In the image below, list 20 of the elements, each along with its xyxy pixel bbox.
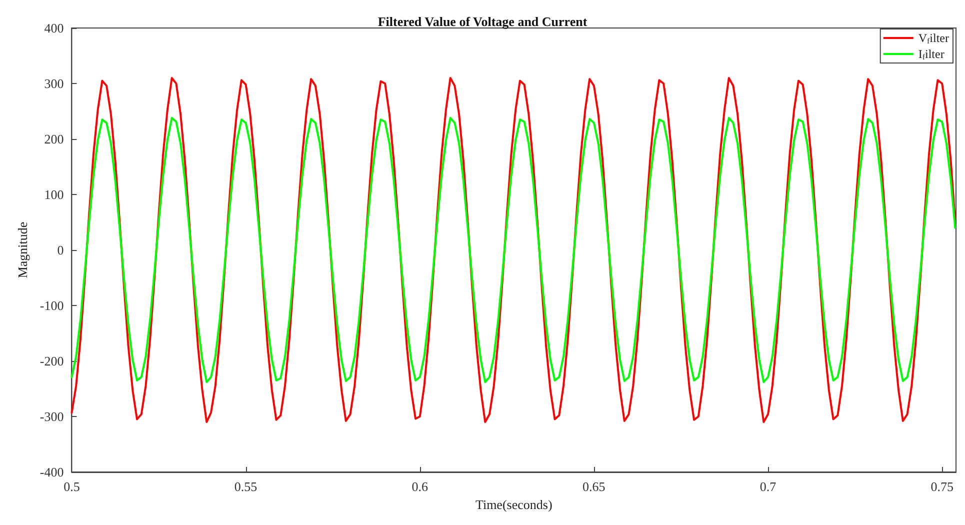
x-axis-title: Time(seconds)	[475, 496, 552, 512]
line-series	[70, 76, 956, 424]
x-tick-label: 0.5	[64, 479, 80, 494]
line-series	[70, 116, 956, 384]
x-tick-label: 0.6	[412, 479, 428, 494]
x-tick-label: 0.55	[234, 479, 258, 494]
y-tick-label: 300	[44, 76, 64, 91]
x-tick-label: 0.7	[760, 479, 777, 494]
y-tick-label: 100	[44, 187, 64, 202]
y-tick-label: -100	[40, 298, 64, 313]
y-axis-title: Magnitude	[15, 222, 30, 278]
x-tick-label: 0.75	[930, 479, 954, 494]
y-tick-label: 200	[44, 132, 64, 146]
x-tick-label: 0.65	[582, 479, 606, 494]
y-tick-label: 400	[44, 20, 64, 36]
y-tick-label: -400	[40, 464, 64, 480]
y-tick-label: -300	[40, 409, 64, 424]
y-tick-label: -200	[40, 354, 64, 368]
chart-title: Filtered Value of Voltage and Current	[378, 14, 588, 29]
y-tick-label: 0	[57, 242, 64, 258]
